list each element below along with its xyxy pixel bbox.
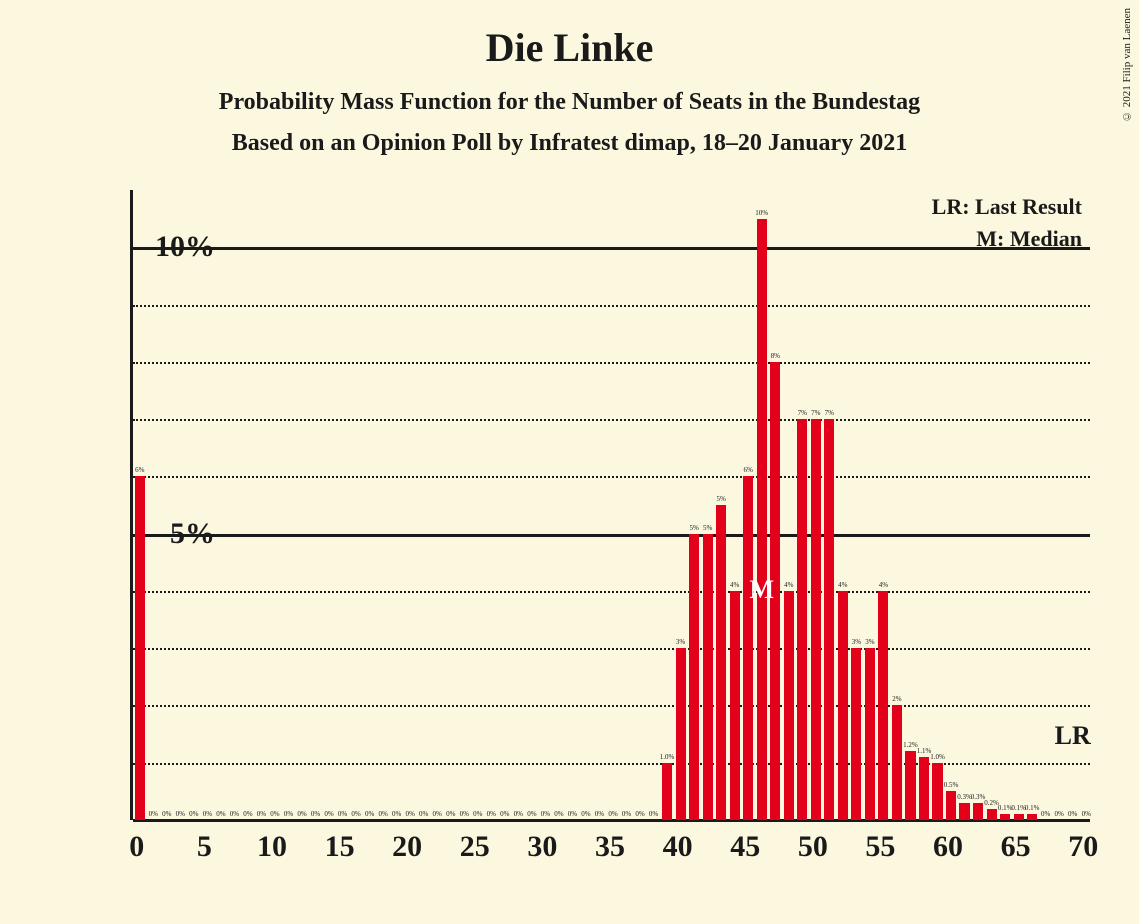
bar-value-label: 0.5% [936, 781, 966, 789]
bar [865, 648, 875, 820]
x-axis-label: 65 [1001, 830, 1031, 864]
x-axis-label: 0 [129, 830, 144, 864]
bar [878, 591, 888, 820]
bar-value-label: 6% [125, 466, 155, 474]
bar [919, 757, 929, 820]
bar [1014, 814, 1024, 820]
legend-lr: LR: Last Result [932, 194, 1082, 220]
bar-value-label: 5% [706, 495, 736, 503]
copyright-text: © 2021 Filip van Laenen [1121, 8, 1133, 122]
grid-major [133, 247, 1090, 250]
subtitle-line-1: Probability Mass Function for the Number… [0, 71, 1139, 116]
x-axis-label: 15 [325, 830, 355, 864]
x-axis-label: 40 [663, 830, 693, 864]
bar [1000, 814, 1010, 820]
chart-container: LR: Last Result M: Median 6%0%0%0%0%0%0%… [50, 190, 1110, 890]
x-axis-label: 50 [798, 830, 828, 864]
bar [135, 476, 145, 820]
bar [959, 803, 969, 820]
bar [811, 419, 821, 820]
bar [838, 591, 848, 820]
bar [676, 648, 686, 820]
median-marker: M [749, 575, 774, 605]
grid-minor [133, 476, 1090, 478]
bar [662, 763, 672, 820]
x-axis-label: 20 [392, 830, 422, 864]
bar-value-label: 7% [814, 409, 844, 417]
x-axis-label: 5 [197, 830, 212, 864]
grid-minor [133, 763, 1090, 765]
x-axis-label: 35 [595, 830, 625, 864]
x-axis-label: 45 [730, 830, 760, 864]
y-axis-label: 10% [155, 230, 215, 264]
bar [757, 219, 767, 820]
bar-value-label: 2% [882, 695, 912, 703]
bar [703, 534, 713, 820]
bar [689, 534, 699, 820]
bar [824, 419, 834, 820]
bar-value-label: 4% [828, 581, 858, 589]
grid-minor [133, 705, 1090, 707]
bar-value-label: 0% [1071, 810, 1101, 818]
bar [730, 591, 740, 820]
grid-minor [133, 591, 1090, 593]
subtitle-line-2: Based on an Opinion Poll by Infratest di… [0, 116, 1139, 157]
bar [716, 505, 726, 820]
x-axis-label: 60 [933, 830, 963, 864]
bar [784, 591, 794, 820]
x-axis-label: 10 [257, 830, 287, 864]
x-axis-label: 70 [1068, 830, 1098, 864]
bar [743, 476, 753, 820]
plot-area: LR: Last Result M: Median 6%0%0%0%0%0%0%… [130, 190, 1090, 820]
bar-value-label: 8% [760, 352, 790, 360]
bar [932, 763, 942, 820]
grid-minor [133, 305, 1090, 307]
last-result-marker: LR [1055, 721, 1091, 751]
bar [905, 751, 915, 820]
x-axis-label: 30 [527, 830, 557, 864]
grid-minor [133, 419, 1090, 421]
grid-major [133, 534, 1090, 537]
bar [851, 648, 861, 820]
bar-value-label: 4% [868, 581, 898, 589]
x-axis-label: 25 [460, 830, 490, 864]
bar-value-label: 1.0% [923, 753, 953, 761]
bar [892, 705, 902, 820]
x-axis-label: 55 [865, 830, 895, 864]
bar-value-label: 10% [747, 209, 777, 217]
grid-minor [133, 362, 1090, 364]
y-axis-label: 5% [170, 517, 215, 551]
bar [797, 419, 807, 820]
grid-minor [133, 648, 1090, 650]
page-title: Die Linke [0, 0, 1139, 71]
